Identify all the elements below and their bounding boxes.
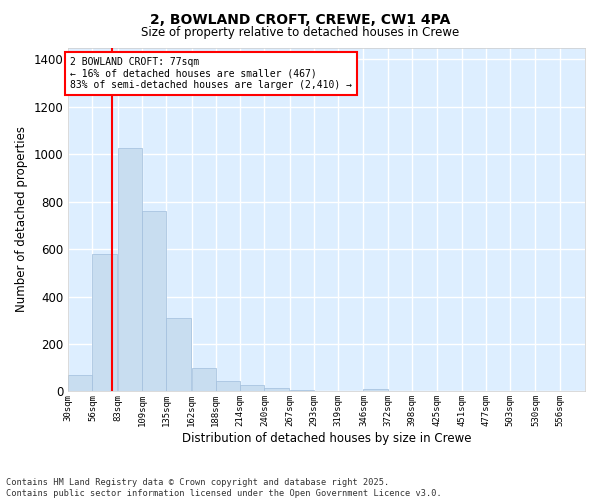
Bar xyxy=(191,368,216,392)
Bar xyxy=(142,211,166,392)
Text: 2, BOWLAND CROFT, CREWE, CW1 4PA: 2, BOWLAND CROFT, CREWE, CW1 4PA xyxy=(150,12,450,26)
Bar xyxy=(166,318,191,392)
X-axis label: Distribution of detached houses by size in Crewe: Distribution of detached houses by size … xyxy=(182,432,472,445)
Y-axis label: Number of detached properties: Number of detached properties xyxy=(15,126,28,312)
Bar xyxy=(92,254,117,392)
Text: Size of property relative to detached houses in Crewe: Size of property relative to detached ho… xyxy=(141,26,459,39)
Bar xyxy=(118,148,142,392)
Bar xyxy=(216,382,240,392)
Bar xyxy=(240,386,265,392)
Bar xyxy=(290,390,314,392)
Text: Contains HM Land Registry data © Crown copyright and database right 2025.
Contai: Contains HM Land Registry data © Crown c… xyxy=(6,478,442,498)
Bar xyxy=(364,388,388,392)
Bar xyxy=(68,375,92,392)
Bar xyxy=(265,388,289,392)
Text: 2 BOWLAND CROFT: 77sqm
← 16% of detached houses are smaller (467)
83% of semi-de: 2 BOWLAND CROFT: 77sqm ← 16% of detached… xyxy=(70,57,352,90)
